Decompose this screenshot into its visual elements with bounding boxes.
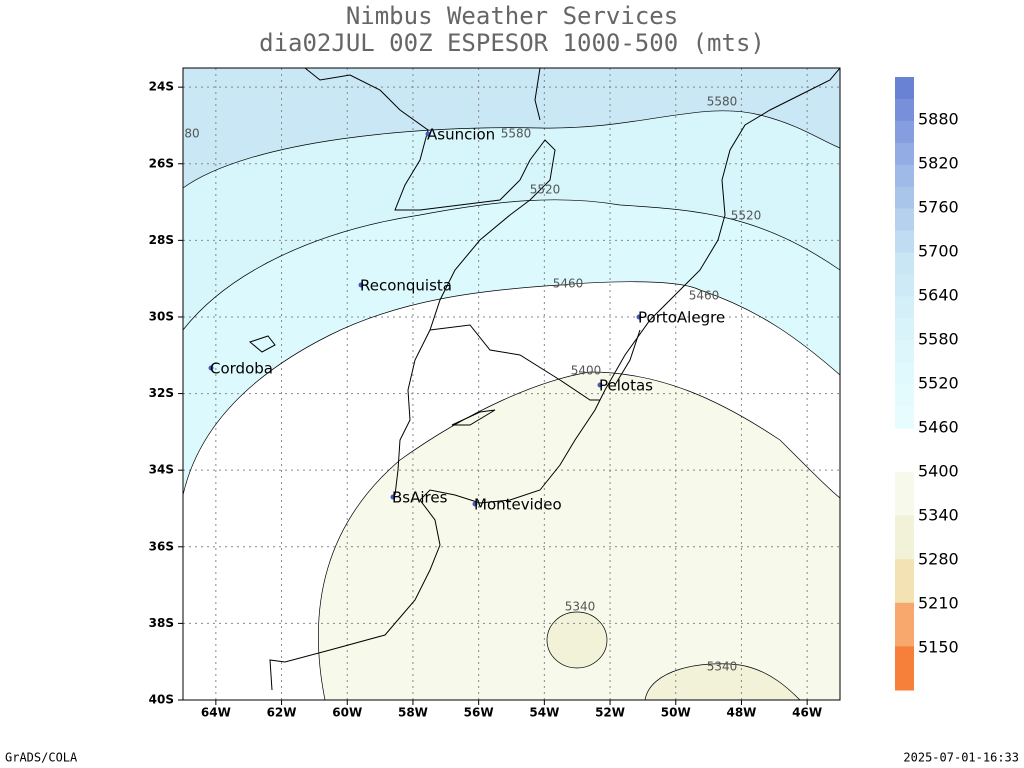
contour bbox=[546, 611, 608, 669]
contour-label: 5580 bbox=[707, 95, 738, 109]
border bbox=[429, 68, 641, 401]
colorbar-segment bbox=[895, 98, 914, 122]
colorbar: 5880 5820 5760 5700 5640 5580 5520 5460 5400 5340… bbox=[895, 77, 959, 691]
colorbar-segment bbox=[895, 384, 914, 407]
contour bbox=[183, 281, 840, 496]
map: Asuncion Reconquista Cordoba PortoAlegre… bbox=[183, 68, 840, 700]
city-label: Cordoba bbox=[210, 360, 273, 378]
colorbar-segment bbox=[895, 274, 914, 297]
colorbar-label: 5820 bbox=[918, 154, 959, 173]
colorbar-segment bbox=[895, 142, 914, 166]
coastline bbox=[269, 68, 840, 691]
title: Nimbus Weather Services bbox=[346, 2, 678, 30]
contour bbox=[183, 199, 840, 331]
city-label: BsAires bbox=[392, 489, 448, 507]
colorbar-segment bbox=[895, 164, 914, 188]
colorbar-segment bbox=[895, 208, 914, 232]
x-tick-label: 52W bbox=[595, 706, 625, 720]
x-tick-label: 48W bbox=[726, 706, 756, 720]
contour bbox=[644, 663, 801, 700]
colorbar-segment bbox=[895, 318, 914, 341]
colorbar-segment bbox=[895, 230, 914, 253]
contour-label: 5460 bbox=[553, 277, 584, 291]
colorbar-label: 5150 bbox=[918, 638, 959, 657]
y-tick-label: 36S bbox=[149, 539, 174, 553]
map-frame bbox=[182, 67, 841, 701]
colorbar-segment bbox=[895, 646, 914, 691]
contour bbox=[183, 110, 840, 189]
footer-right: 2025-07-01-16:33 bbox=[903, 751, 1019, 765]
city-dot bbox=[636, 314, 642, 320]
contour-label: 5400 bbox=[571, 364, 602, 378]
lake bbox=[248, 335, 496, 426]
footer-left: GrADS/COLA bbox=[5, 751, 78, 765]
subtitle: dia02JUL 00Z ESPESOR 1000-500 (mts) bbox=[259, 29, 765, 57]
y-tick-label: 30S bbox=[149, 309, 174, 323]
city-dot bbox=[425, 131, 431, 137]
y-tick-label: 24S bbox=[149, 80, 174, 94]
contour bbox=[318, 371, 840, 700]
contour-label: 5580 bbox=[501, 127, 532, 141]
x-tick-label: 64W bbox=[201, 706, 231, 720]
colorbar-segment bbox=[895, 296, 914, 319]
colorbar-label: 5400 bbox=[918, 462, 959, 481]
colorbar-segment bbox=[895, 340, 914, 363]
x-tick-label: 50W bbox=[661, 706, 691, 720]
y-tick-label: 34S bbox=[149, 463, 174, 477]
city-dot bbox=[358, 282, 364, 288]
x-tick-label: 56W bbox=[464, 706, 494, 720]
city-label: Asuncion bbox=[427, 126, 495, 144]
colorbar-segment bbox=[895, 515, 914, 560]
band-5400 bbox=[318, 372, 840, 700]
colorbar-segment bbox=[895, 472, 914, 517]
x-tick-label: 62W bbox=[267, 706, 297, 720]
contour-label: 5460 bbox=[689, 289, 720, 303]
city-label: Montevideo bbox=[474, 496, 562, 514]
city-dot bbox=[472, 501, 478, 507]
colorbar-label: 5880 bbox=[918, 110, 959, 129]
colorbar-label: 5700 bbox=[918, 242, 959, 261]
border bbox=[304, 68, 556, 496]
colorbar-label: 5280 bbox=[918, 550, 959, 569]
city-dot bbox=[390, 494, 396, 500]
contour-label: 5340 bbox=[565, 600, 596, 614]
y-tick-label: 32S bbox=[149, 386, 174, 400]
colorbar-label: 5640 bbox=[918, 286, 959, 305]
y-tick-label: 26S bbox=[149, 156, 174, 170]
city-label: PortoAlegre bbox=[638, 309, 725, 327]
colorbar-segment bbox=[895, 602, 914, 647]
colorbar-label: 5760 bbox=[918, 198, 959, 217]
contour-label: 5340 bbox=[707, 660, 738, 674]
y-tick-label: 28S bbox=[149, 233, 174, 247]
city-label: Pelotas bbox=[599, 377, 653, 395]
colorbar-segment bbox=[895, 77, 914, 100]
x-tick-label: 54W bbox=[529, 706, 559, 720]
band-5340 bbox=[547, 612, 607, 668]
axes: 64W 62W 60W 58W 56W 54W 52W 50W 48W 46W 24S 26S 28S 3… bbox=[149, 67, 841, 720]
contour-label: 80 bbox=[184, 127, 199, 141]
x-tick-label: 60W bbox=[332, 706, 362, 720]
band-5340 bbox=[645, 663, 800, 700]
colorbar-segment bbox=[895, 120, 914, 144]
y-tick-label: 40S bbox=[149, 693, 174, 707]
colorbar-label: 5210 bbox=[918, 594, 959, 613]
colorbar-segment bbox=[895, 362, 914, 385]
colorbar-segment bbox=[895, 252, 914, 275]
contour-label: 5520 bbox=[731, 209, 762, 223]
colorbar-segment bbox=[895, 559, 914, 604]
y-tick-label: 38S bbox=[149, 616, 174, 630]
city-dot bbox=[597, 382, 603, 388]
colorbar-segment bbox=[895, 406, 914, 429]
contour-label: 5520 bbox=[530, 183, 561, 197]
city-label: Reconquista bbox=[360, 277, 452, 295]
colorbar-label: 5460 bbox=[918, 418, 959, 437]
x-tick-label: 58W bbox=[398, 706, 428, 720]
city-dot bbox=[208, 365, 214, 371]
colorbar-label: 5520 bbox=[918, 374, 959, 393]
colorbar-segment bbox=[895, 186, 914, 210]
x-tick-label: 46W bbox=[792, 706, 822, 720]
colorbar-label: 5340 bbox=[918, 506, 959, 525]
colorbar-label: 5580 bbox=[918, 330, 959, 349]
